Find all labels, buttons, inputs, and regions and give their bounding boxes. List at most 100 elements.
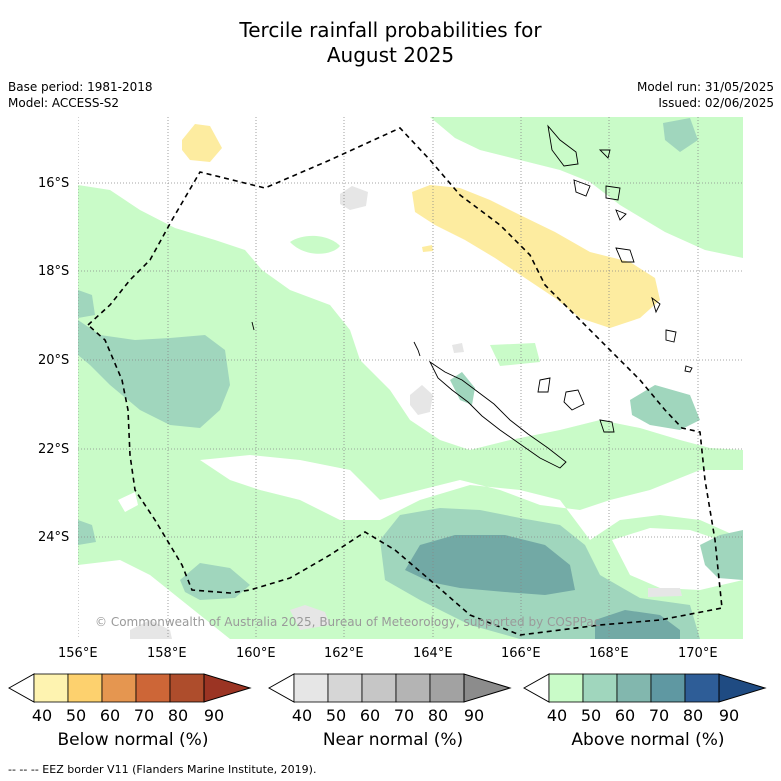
above-normal-50-60-southwest xyxy=(180,563,250,600)
above-normal-50-60-top xyxy=(663,118,698,152)
meta-left: Base period: 1981-2018 Model: ACCESS-S2 xyxy=(8,79,153,111)
above-normal-50-60-west-small xyxy=(78,290,95,318)
colorbar-above-svg xyxy=(523,673,767,703)
above-normal-50-60-west xyxy=(78,320,230,428)
lon-label: 158°E xyxy=(147,646,187,661)
eez-border xyxy=(86,127,723,636)
colorbar-near-min-arrow xyxy=(268,673,295,703)
near-normal-40-50-e xyxy=(130,620,172,639)
colorbar-below-svg xyxy=(8,673,252,703)
vanuatu-pentecost-coast xyxy=(598,149,611,159)
lon-label: 168°E xyxy=(589,646,629,661)
colorbar-below-max-arrow xyxy=(203,673,252,703)
colorbar-tick: 80 xyxy=(682,706,704,725)
vanuatu-malekula-coast xyxy=(573,179,591,197)
lat-label: 24°S xyxy=(38,530,70,545)
chart-title: Tercile rainfall probabilities for Augus… xyxy=(0,18,781,68)
colorbar-near-max-arrow xyxy=(463,673,512,703)
title-line-2: August 2025 xyxy=(326,43,455,67)
vanuatu-erromango-coast xyxy=(615,247,635,263)
colorbar-tick: 40 xyxy=(546,706,568,725)
colorbar-tick: 70 xyxy=(393,706,415,725)
near-normal-40-50-b xyxy=(410,385,433,415)
colorbar-tick: 60 xyxy=(614,706,636,725)
lon-label: 164°E xyxy=(413,646,453,661)
meta-right: Model run: 31/05/2025 Issued: 02/06/2025 xyxy=(637,79,774,111)
colorbar-near-bin xyxy=(395,673,431,703)
colorbar-below-min-arrow xyxy=(8,673,35,703)
above-normal-60-70-south xyxy=(405,535,575,595)
above-normal-40-50-top xyxy=(430,117,743,258)
colorbar-below-bin xyxy=(67,673,103,703)
lat-label: 22°S xyxy=(38,442,70,457)
colorbar-tick: 60 xyxy=(99,706,121,725)
lat-label: 16°S xyxy=(38,176,70,191)
colorbar-above-bin xyxy=(684,673,720,703)
colorbar-tick: 80 xyxy=(167,706,189,725)
colorbar-above-bin xyxy=(650,673,686,703)
lon-label: 166°E xyxy=(501,646,541,661)
colorbar-tick: 40 xyxy=(31,706,53,725)
colorbar-above-min-arrow xyxy=(523,673,550,703)
colorbar-tick: 50 xyxy=(580,706,602,725)
loyalty-island-2-coast xyxy=(563,389,585,411)
colorbar-below-title: Below normal (%) xyxy=(57,730,209,750)
colorbar-near-title: Near normal (%) xyxy=(322,730,464,750)
lon-label: 170°E xyxy=(678,646,718,661)
lon-label: 156°E xyxy=(58,646,98,661)
near-normal-40-50-d xyxy=(648,588,682,597)
base-period: Base period: 1981-2018 xyxy=(8,80,153,94)
new-caledonia-coast xyxy=(428,360,567,469)
chesterfield-islet-coast xyxy=(251,321,255,331)
colorbar-below-bin xyxy=(169,673,205,703)
near-normal-40-50-c xyxy=(452,343,464,353)
above-normal-50-60-rightcenter xyxy=(630,385,700,430)
above-normal-50-60-island xyxy=(450,372,475,405)
climatology-region xyxy=(200,455,743,540)
loyalty-island-3-coast xyxy=(599,419,615,433)
colorbar-tick: 70 xyxy=(133,706,155,725)
colorbar-tick: 90 xyxy=(463,706,485,725)
model-name: Model: ACCESS-S2 xyxy=(8,96,120,110)
title-line-1: Tercile rainfall probabilities for xyxy=(239,18,542,42)
coastlines xyxy=(251,124,693,469)
below-normal-40-50-north xyxy=(182,124,222,162)
colorbar-above-bin xyxy=(548,673,584,703)
eez-legend-footer: -- -- -- EEZ border V11 (Flanders Marine… xyxy=(8,763,317,776)
colorbar-tick: 70 xyxy=(648,706,670,725)
colorbar-above-bin xyxy=(616,673,652,703)
near-normal-40-50-f xyxy=(290,605,330,630)
near-normal-40-50-a xyxy=(340,186,368,210)
colorbar-above-bin xyxy=(582,673,618,703)
colorbar-tick: 50 xyxy=(325,706,347,725)
lon-label: 160°E xyxy=(236,646,276,661)
colorbar-near-svg xyxy=(268,673,512,703)
above-normal-50-60-left-edge xyxy=(78,520,96,545)
lat-label: 20°S xyxy=(38,353,70,368)
colorbar-below-bin xyxy=(101,673,137,703)
copyright-text: © Commonwealth of Australia 2025, Bureau… xyxy=(95,615,600,629)
lon-label: 162°E xyxy=(324,646,364,661)
above-normal-60-70-southeast xyxy=(595,610,680,639)
model-run: Model run: 31/05/2025 xyxy=(636,80,774,94)
above-normal-50-60-east xyxy=(700,530,743,580)
colorbar-tick: 60 xyxy=(359,706,381,725)
colorbar-tick: 90 xyxy=(718,706,740,725)
below-normal-40-50-dot xyxy=(422,245,433,252)
loyalty-island-1-coast xyxy=(537,377,551,393)
colorbar-tick: 40 xyxy=(291,706,313,725)
issued-date: Issued: 02/06/2025 xyxy=(658,96,774,110)
colorbar-below-bin xyxy=(33,673,69,703)
hunter-island-coast xyxy=(665,329,677,343)
above-normal-40-50-blob xyxy=(290,235,340,254)
colorbar-near-bin xyxy=(361,673,397,703)
lat-label: 18°S xyxy=(38,264,70,279)
colorbar-above-title: Above normal (%) xyxy=(571,730,725,750)
colorbar-near-bin xyxy=(327,673,363,703)
above-normal-40-50-blob-2 xyxy=(490,343,540,366)
colorbar-above-max-arrow xyxy=(718,673,767,703)
vanuatu-espiritu-coast xyxy=(547,124,579,167)
colorbar-tick: 80 xyxy=(427,706,449,725)
gridlines xyxy=(78,117,743,639)
